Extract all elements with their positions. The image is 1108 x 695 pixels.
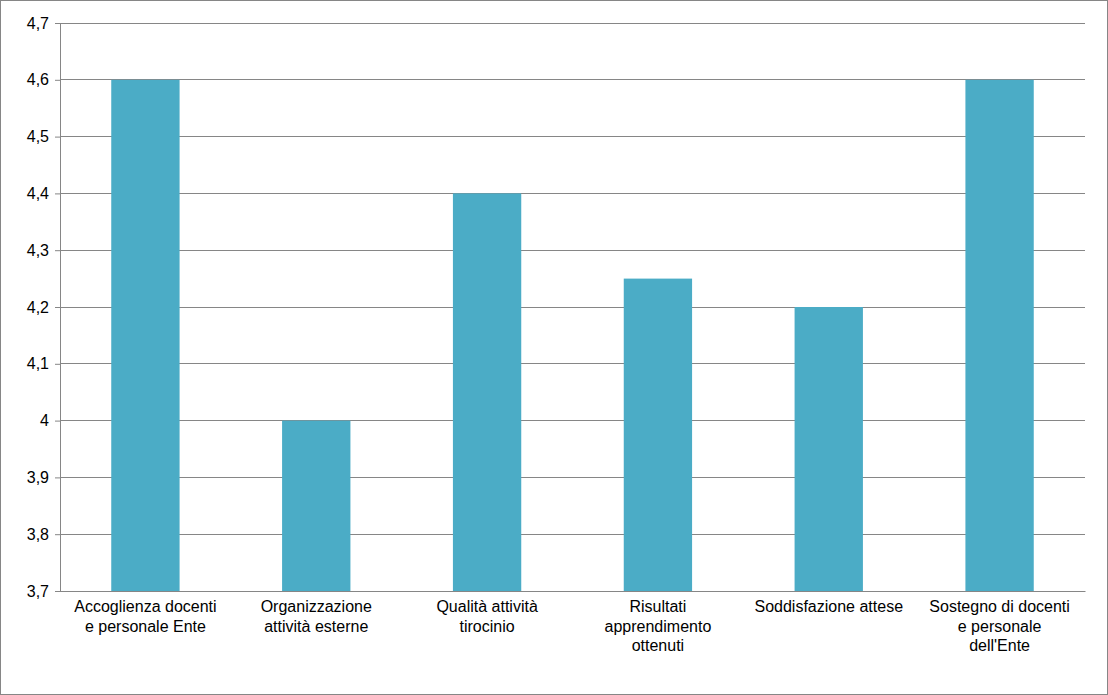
x-tick-label: Sostegno di docenti e personale dell'Ente (929, 598, 1070, 653)
x-tick-label-line: Accoglienza docenti (74, 598, 216, 615)
grid-line (60, 307, 1085, 308)
x-tick-label: Soddisfazione attese (754, 598, 903, 615)
x-tick: Soddisfazione attese (754, 591, 903, 615)
y-tick-mark (55, 137, 60, 138)
x-tick-label: Organizzazione attività esterne (261, 598, 372, 634)
y-tick-label: 4,5 (27, 128, 49, 145)
y-axis: 3,7 3,8 3,9 4 4,1 4,2 4,3 4,4 4,5 4,6 4,7 (27, 15, 61, 600)
grid-line (60, 193, 1085, 194)
grid-line (60, 250, 1085, 251)
x-tick-label: Risultati apprendimento ottenuti (605, 598, 712, 653)
y-tick-mark (55, 364, 60, 365)
y-tick: 4,7 (27, 15, 60, 32)
x-tick-label-line: apprendimento (605, 618, 712, 635)
bar (282, 421, 350, 591)
y-tick: 4,6 (27, 71, 60, 88)
y-tick-label: 4 (40, 412, 49, 429)
x-tick-label: Qualità attività tirocinio (436, 598, 537, 634)
y-tick: 4 (40, 412, 60, 429)
x-tick: Qualità attività tirocinio (436, 591, 537, 635)
bars (111, 80, 1034, 591)
bar (795, 307, 863, 591)
x-tick-label-line: Soddisfazione attese (754, 598, 903, 615)
x-tick-label-line: attività esterne (264, 618, 368, 635)
y-tick: 4,3 (27, 242, 60, 259)
y-tick-label: 4,1 (27, 355, 49, 372)
y-tick: 3,8 (27, 526, 60, 543)
x-tick-label-line: Qualità attività (436, 598, 537, 615)
y-tick-mark (55, 23, 60, 24)
grid (60, 23, 1085, 591)
y-tick-mark (55, 477, 60, 478)
y-tick: 3,9 (27, 469, 60, 486)
y-tick: 4,2 (27, 299, 60, 316)
y-tick-label: 3,8 (27, 526, 49, 543)
x-tick-label-line: Risultati (629, 598, 686, 615)
y-tick-label: 4,2 (27, 299, 49, 316)
x-tick-label-line: ottenuti (632, 637, 684, 654)
y-tick: 4,5 (27, 128, 60, 145)
plot: 3,7 3,8 3,9 4 4,1 4,2 4,3 4,4 4,5 4,6 4,7 Accoglien… (27, 15, 1086, 654)
y-tick-label: 4,3 (27, 242, 49, 259)
grid-line (60, 420, 1085, 421)
x-tick-label: Accoglienza docenti e personale Ente (74, 598, 216, 634)
grid-line (60, 136, 1085, 137)
y-axis-line (55, 24, 61, 592)
bar (965, 80, 1033, 591)
y-tick-label: 4,6 (27, 71, 49, 88)
y-tick-mark (55, 534, 60, 535)
grid-line (60, 79, 1085, 80)
grid-line (60, 363, 1085, 364)
y-tick-mark (55, 591, 60, 592)
y-tick: 3,7 (27, 583, 60, 600)
x-tick-label-line: e personale (958, 618, 1042, 635)
x-axis: Accoglienza docenti e personale Ente Organ… (61, 591, 1086, 654)
x-tick: Accoglienza docenti e personale Ente (74, 591, 216, 635)
y-tick-mark (55, 193, 60, 194)
y-tick-mark (55, 421, 60, 422)
y-tick: 4,1 (27, 355, 60, 372)
x-tick-label-line: e personale Ente (85, 618, 206, 635)
y-tick-label: 4,4 (27, 185, 49, 202)
x-tick: Sostegno di docenti e personale dell'Ente (929, 591, 1070, 654)
x-tick-label-line: dell'Ente (969, 637, 1030, 654)
x-tick-label-line: tirocinio (460, 618, 515, 635)
x-tick-label-line: Sostegno di docenti (929, 598, 1070, 615)
chart-border (1, 1, 1108, 695)
bar (624, 279, 692, 591)
y-tick-mark (55, 307, 60, 308)
x-axis-line (61, 591, 1086, 592)
y-tick-label: 4,7 (27, 15, 49, 32)
y-tick-mark (55, 250, 60, 251)
x-tick: Risultati apprendimento ottenuti (605, 591, 712, 654)
grid-line (60, 591, 1085, 592)
grid-line (60, 534, 1085, 535)
y-tick-label: 3,7 (27, 583, 49, 600)
x-tick: Organizzazione attività esterne (261, 591, 372, 635)
x-tick-label-line: Organizzazione (261, 598, 372, 615)
chart: 3,7 3,8 3,9 4 4,1 4,2 4,3 4,4 4,5 4,6 4,7 Accoglien… (0, 0, 1108, 695)
y-tick: 4,4 (27, 185, 60, 202)
bar (453, 193, 521, 591)
bar (111, 80, 179, 591)
y-tick-label: 3,9 (27, 469, 49, 486)
y-tick-mark (55, 80, 60, 81)
grid-line (60, 23, 1085, 24)
grid-line (60, 477, 1085, 478)
